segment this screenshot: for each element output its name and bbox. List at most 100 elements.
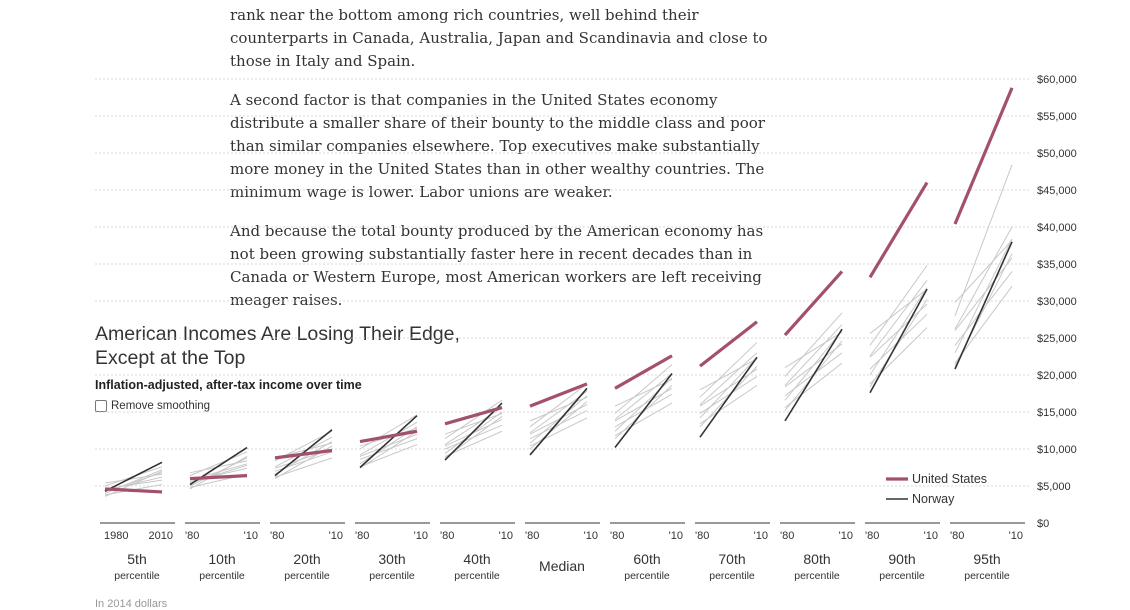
us-line [274, 448, 333, 460]
y-tick-label: $15,000 [1037, 407, 1077, 419]
article-paragraph-3: And because the total bounty produced by… [230, 222, 764, 309]
panel-label: 5th [127, 551, 146, 567]
us-line [953, 87, 1014, 225]
other-country-line [359, 430, 418, 469]
panel-label: Median [539, 558, 585, 574]
panel-sublabel: percentile [794, 570, 840, 582]
x-tick-label: '80 [865, 530, 879, 542]
other-country-line [784, 324, 843, 386]
norway-line [699, 356, 758, 438]
panel-label: 70th [718, 551, 745, 567]
other-country-line [189, 455, 248, 490]
other-country-line [529, 390, 588, 434]
x-tick-label: '10 [499, 530, 513, 542]
us-line [189, 474, 248, 481]
panel-label: 60th [633, 551, 660, 567]
other-country-line [699, 342, 758, 398]
panel-sublabel: percentile [624, 570, 670, 582]
panel-label: 10th [208, 551, 235, 567]
other-country-line [444, 413, 503, 435]
other-country-line [444, 430, 503, 457]
panel-label: 90th [888, 551, 915, 567]
y-tick-label: $5,000 [1037, 481, 1071, 493]
norway-line [869, 288, 928, 394]
other-country-line [869, 327, 928, 385]
panel-sublabel: percentile [454, 570, 500, 582]
other-country-line [444, 424, 503, 450]
norway-line [104, 461, 163, 492]
panel-label: 95th [973, 551, 1000, 567]
article-paragraph-2: A second factor is that companies in the… [230, 91, 765, 201]
other-country-line [954, 226, 1013, 330]
x-tick-label: '80 [695, 530, 709, 542]
y-tick-label: $20,000 [1037, 370, 1077, 382]
x-tick-label: '80 [440, 530, 454, 542]
us-line [444, 406, 503, 426]
other-country-line [274, 457, 333, 478]
other-country-line [869, 288, 928, 334]
other-country-line [529, 383, 588, 428]
x-tick-label: '10 [329, 530, 343, 542]
other-country-line [359, 444, 418, 468]
chart-subtitle: Inflation-adjusted, after-tax income ove… [95, 378, 362, 392]
norway-line [784, 328, 843, 422]
other-country-line [954, 257, 1013, 331]
panel-label: 80th [803, 551, 830, 567]
y-tick-label: $40,000 [1037, 222, 1077, 234]
other-country-line [699, 352, 758, 405]
x-tick-label: '80 [355, 530, 369, 542]
other-country-line [529, 410, 588, 440]
other-country-line [954, 285, 1013, 364]
other-country-line [614, 384, 673, 440]
us-line [529, 382, 588, 408]
panel-label: 30th [378, 551, 405, 567]
chart-title: American Incomes Are Losing Their Edge, … [95, 323, 460, 369]
us-line [104, 487, 163, 494]
article-paragraph-1: rank near the bottom among rich countrie… [230, 6, 768, 70]
y-tick-label: $35,000 [1037, 259, 1077, 271]
x-tick-label: '10 [754, 530, 768, 542]
norway-line [529, 387, 588, 456]
y-tick-label: $10,000 [1037, 444, 1077, 456]
us-line [868, 181, 929, 279]
us-line [359, 429, 418, 444]
other-country-line [869, 299, 928, 388]
other-country-line [699, 368, 758, 407]
legend-label-us: United States [912, 472, 987, 486]
x-tick-label: 1980 [104, 530, 128, 542]
y-tick-label: $55,000 [1037, 111, 1077, 123]
remove-smoothing-checkbox[interactable] [95, 400, 107, 412]
other-country-line [104, 479, 163, 490]
x-tick-label: 2010 [149, 530, 173, 542]
other-country-line [699, 376, 758, 414]
panel-sublabel: percentile [964, 570, 1010, 582]
other-country-line [189, 464, 248, 484]
article-text: rank near the bottom among rich countrie… [230, 4, 775, 328]
panel-sublabel: percentile [879, 570, 925, 582]
other-country-line [614, 364, 673, 414]
x-tick-label: '10 [924, 530, 938, 542]
other-country-line [869, 279, 928, 357]
other-country-line [189, 451, 248, 477]
other-country-line [954, 271, 1013, 346]
norway-line [444, 402, 503, 461]
norway-line [359, 415, 418, 469]
other-country-line [699, 384, 758, 425]
us-line [783, 270, 844, 337]
other-country-line [869, 265, 928, 346]
remove-smoothing-toggle[interactable]: Remove smoothing [95, 400, 210, 412]
y-tick-label: $25,000 [1037, 333, 1077, 345]
other-country-line [444, 399, 503, 440]
y-tick-label: $0 [1037, 518, 1049, 530]
x-tick-label: '10 [1009, 530, 1023, 542]
x-tick-label: '10 [669, 530, 683, 542]
other-country-line [359, 421, 418, 456]
panel-sublabel: percentile [114, 570, 160, 582]
x-tick-label: '80 [525, 530, 539, 542]
panel-label: 20th [293, 551, 320, 567]
chart-footnote: In 2014 dollars [95, 598, 168, 610]
x-tick-label: '10 [414, 530, 428, 542]
remove-smoothing-label: Remove smoothing [111, 400, 211, 412]
other-country-line [529, 396, 588, 422]
